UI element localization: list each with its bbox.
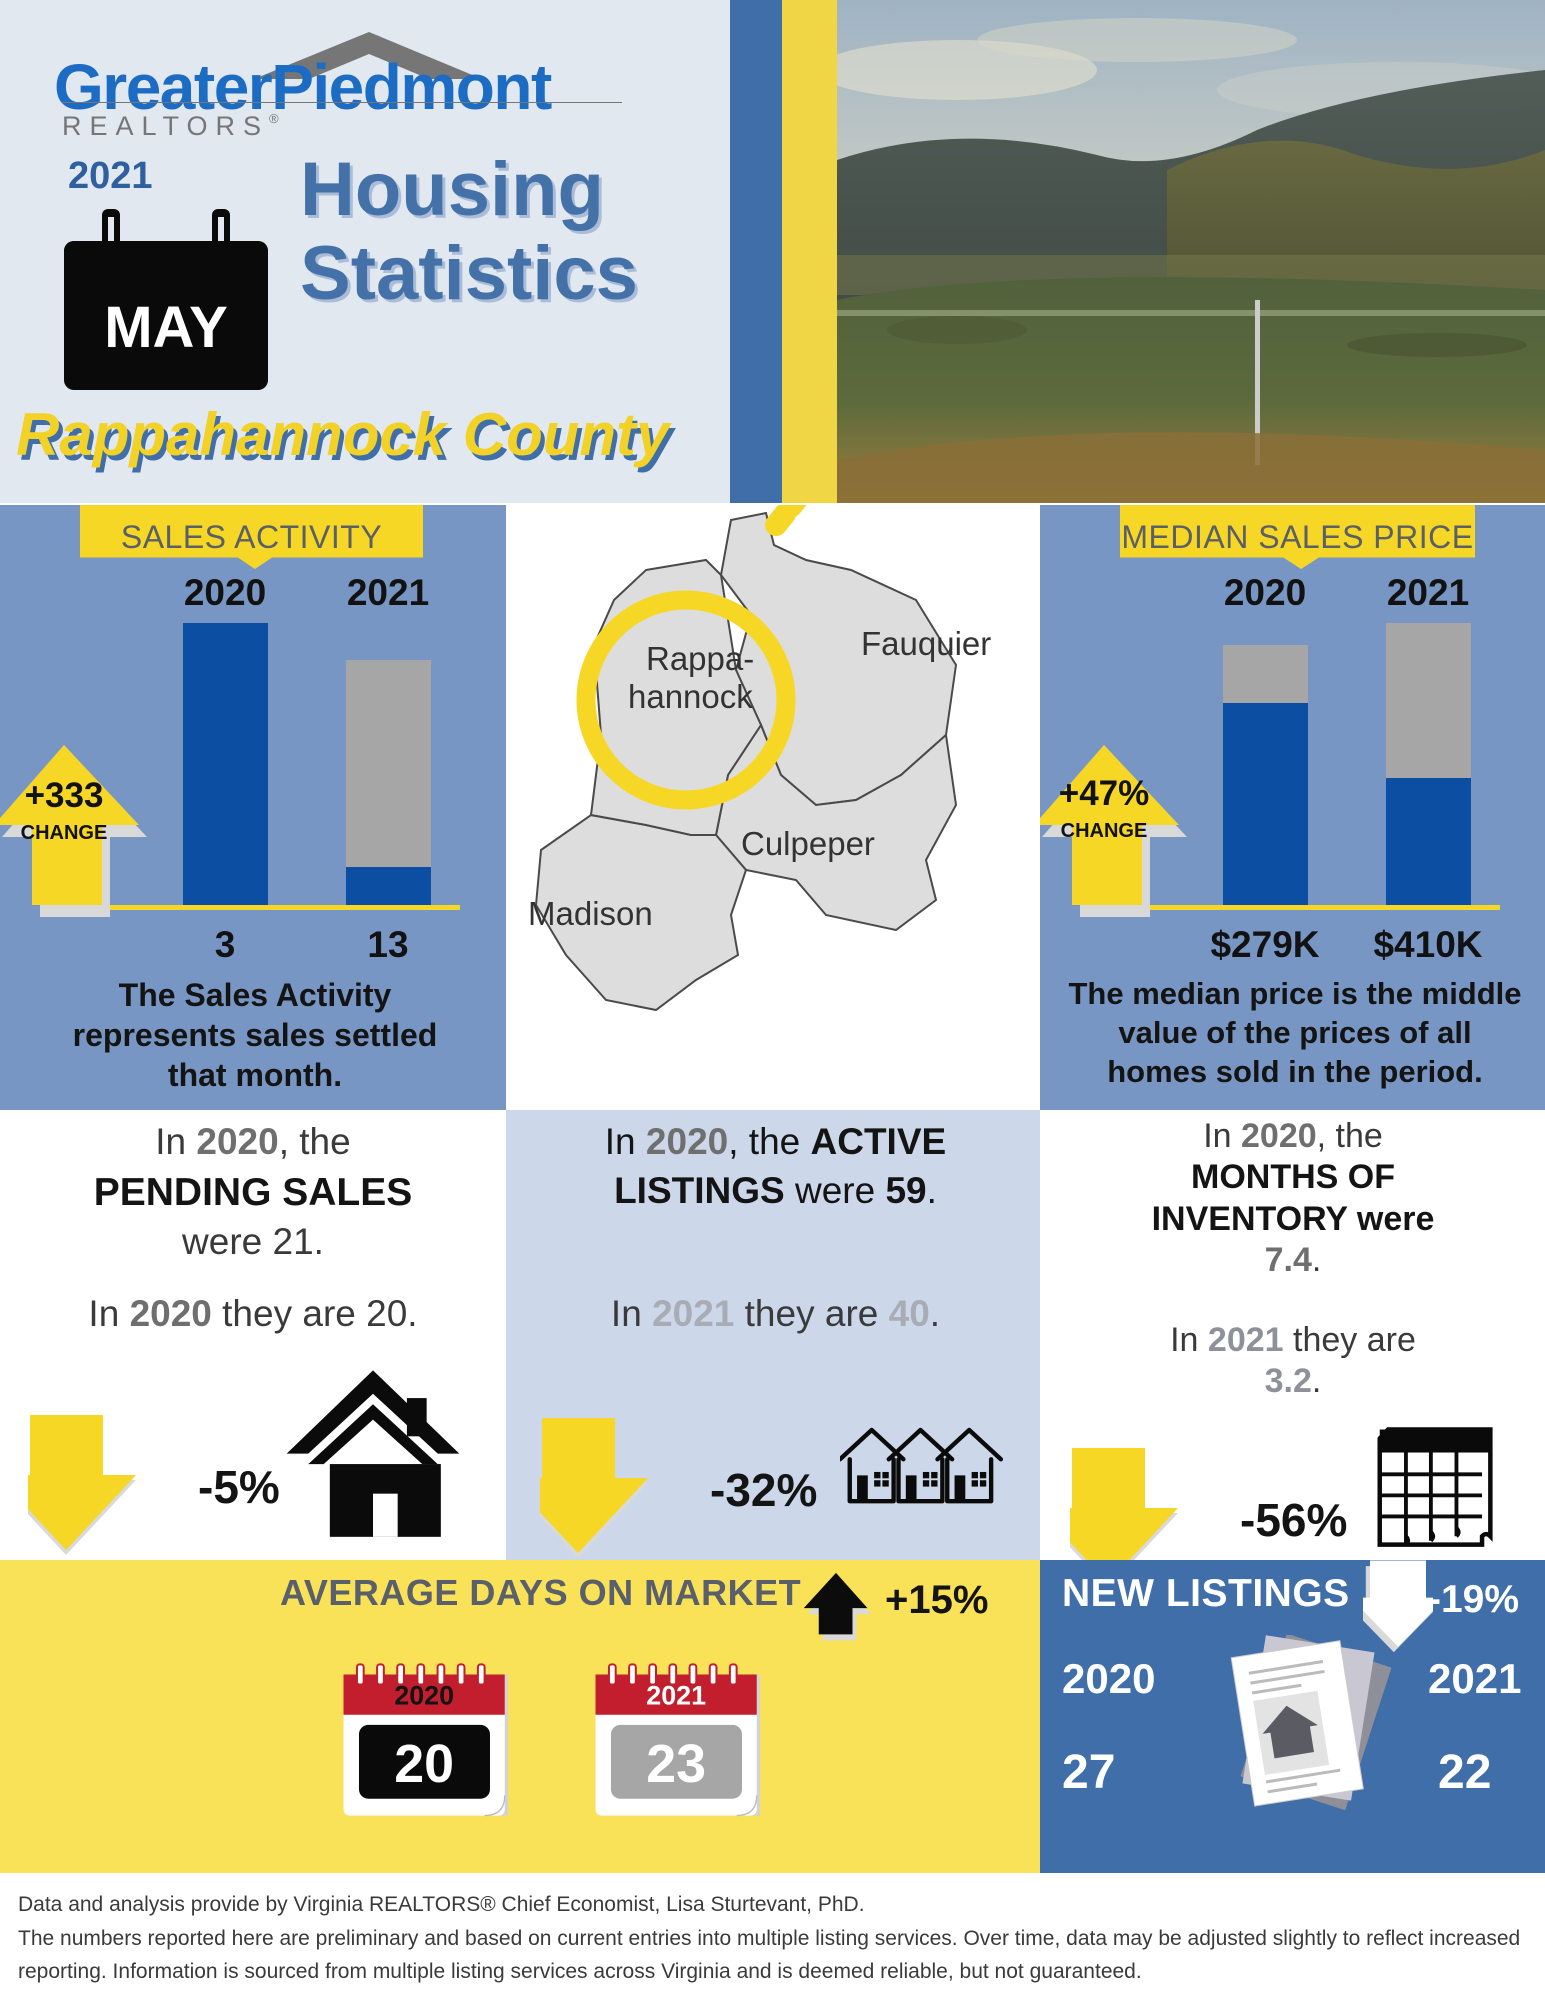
svg-text:$279K: $279K (1210, 924, 1319, 965)
svg-text:Madison: Madison (528, 895, 653, 932)
svg-text:20: 20 (394, 1734, 454, 1794)
svg-text:Fauquier: Fauquier (861, 625, 991, 662)
svg-text:2020: 2020 (394, 1681, 454, 1711)
svg-text:13: 13 (367, 924, 408, 965)
svg-text:CHANGE: CHANGE (21, 822, 108, 844)
svg-text:2021: 2021 (347, 572, 429, 613)
svg-text:MAY: MAY (104, 295, 228, 360)
svg-text:2020: 2020 (1224, 572, 1306, 613)
svg-text:2021: 2021 (646, 1681, 706, 1711)
svg-text:2021: 2021 (1387, 572, 1469, 613)
svg-text:23: 23 (646, 1734, 706, 1794)
svg-text:Culpeper: Culpeper (741, 825, 875, 862)
svg-text:Rappa-: Rappa- (646, 640, 754, 677)
svg-text:+333: +333 (25, 776, 104, 815)
svg-text:$410K: $410K (1373, 924, 1482, 965)
svg-text:3: 3 (215, 924, 236, 965)
svg-text:2020: 2020 (184, 572, 266, 613)
svg-text:-32%: -32% (710, 1464, 817, 1516)
svg-text:+47%: +47% (1059, 774, 1150, 813)
svg-text:CHANGE: CHANGE (1061, 820, 1148, 842)
svg-text:hannock: hannock (628, 678, 753, 715)
svg-text:-56%: -56% (1240, 1494, 1347, 1546)
svg-text:-5%: -5% (198, 1461, 280, 1513)
